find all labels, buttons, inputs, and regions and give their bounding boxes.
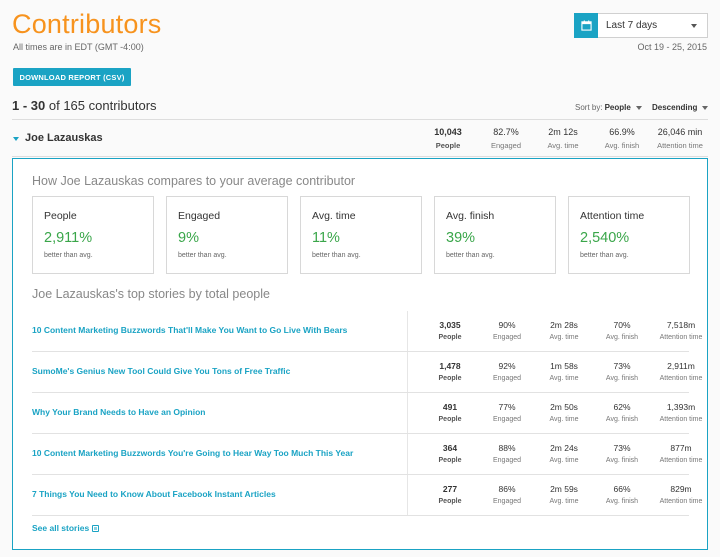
story-row[interactable]: SumoMe's Genius New Tool Could Give You … xyxy=(32,352,702,393)
sort-by-label: Sort by: xyxy=(575,103,603,112)
story-row[interactable]: 10 Content Marketing Buzzwords That'll M… xyxy=(32,311,702,352)
divider xyxy=(407,352,408,392)
count-text: of 165 contributors xyxy=(48,98,157,113)
divider xyxy=(407,434,408,474)
contributor-name[interactable]: Joe Lazauskas xyxy=(25,132,103,144)
chevron-down-icon xyxy=(691,23,697,28)
contributor-stat-avg-finish: 66.9% Avg. finish xyxy=(604,127,640,150)
contributor-stat-people: 10,043 People xyxy=(434,127,462,150)
compare-card-avg-finish: Avg. finish 39% better than avg. xyxy=(434,196,556,274)
story-stat-avg-finish: 73% Avg. finish xyxy=(605,361,639,382)
divider xyxy=(32,392,689,393)
story-stat-people: 1,478 People xyxy=(438,361,462,382)
divider xyxy=(32,474,689,475)
contributor-stat-avg-time: 2m 12s Avg. time xyxy=(547,127,579,150)
story-title-link[interactable]: 7 Things You Need to Know About Facebook… xyxy=(32,489,276,499)
story-stat-people: 364 People xyxy=(438,443,462,464)
sort-by-value: People xyxy=(604,103,631,112)
compare-heading: How Joe Lazauskas compares to your avera… xyxy=(32,174,356,188)
date-range-label: Last 7 days xyxy=(606,20,658,31)
story-stat-attention: 1,393m Attention time xyxy=(659,402,703,423)
story-title-link[interactable]: 10 Content Marketing Buzzwords That'll M… xyxy=(32,325,348,335)
story-row[interactable]: 7 Things You Need to Know About Facebook… xyxy=(32,475,702,516)
divider xyxy=(32,351,689,352)
story-stat-people: 3,035 People xyxy=(438,320,462,341)
contributor-row[interactable]: Joe Lazauskas 10,043 People 82.7% Engaged … xyxy=(12,121,708,156)
sort-by-select[interactable]: Sort by: People xyxy=(575,103,642,112)
story-stat-avg-time: 2m 28s Avg. time xyxy=(549,320,579,341)
see-all-stories-label: See all stories xyxy=(32,523,90,533)
contributor-detail-panel: How Joe Lazauskas compares to your avera… xyxy=(12,158,708,550)
compare-card-engaged: Engaged 9% better than avg. xyxy=(166,196,288,274)
chevron-down-icon xyxy=(702,105,709,110)
compare-card-people: People 2,911% better than avg. xyxy=(32,196,154,274)
story-stat-engaged: 88% Engaged xyxy=(492,443,522,464)
story-row[interactable]: 10 Content Marketing Buzzwords You're Go… xyxy=(32,434,702,475)
divider xyxy=(12,156,708,157)
divider xyxy=(407,311,408,351)
stories-heading: Joe Lazauskas's top stories by total peo… xyxy=(32,287,270,301)
chevron-down-icon xyxy=(635,105,642,110)
story-row[interactable]: Why Your Brand Needs to Have an Opinion 4… xyxy=(32,393,702,434)
story-stat-engaged: 90% Engaged xyxy=(492,320,522,341)
story-stat-avg-finish: 73% Avg. finish xyxy=(605,443,639,464)
date-range-text: Oct 19 - 25, 2015 xyxy=(637,42,707,52)
divider xyxy=(12,119,708,120)
story-stat-engaged: 77% Engaged xyxy=(492,402,522,423)
story-stat-attention: 2,911m Attention time xyxy=(659,361,703,382)
story-title-link[interactable]: Why Your Brand Needs to Have an Opinion xyxy=(32,407,206,417)
compare-card-avg-time: Avg. time 11% better than avg. xyxy=(300,196,422,274)
divider xyxy=(407,475,408,515)
timezone-note: All times are in EDT (GMT -4:00) xyxy=(13,42,144,52)
count-range: 1 - 30 xyxy=(12,98,46,113)
story-stat-avg-time: 2m 50s Avg. time xyxy=(549,402,579,423)
divider xyxy=(32,515,689,516)
story-stat-attention: 829m Attention time xyxy=(659,484,703,505)
compare-card-attention: Attention time 2,540% better than avg. xyxy=(568,196,690,274)
expand-caret-icon[interactable] xyxy=(13,137,19,141)
divider xyxy=(407,393,408,433)
divider xyxy=(32,433,689,434)
story-stat-attention: 877m Attention time xyxy=(659,443,703,464)
story-stat-people: 491 People xyxy=(438,402,462,423)
story-stat-avg-finish: 70% Avg. finish xyxy=(605,320,639,341)
contributor-stat-engaged: 82.7% Engaged xyxy=(490,127,522,150)
story-stat-attention: 7,518m Attention time xyxy=(659,320,703,341)
story-stat-avg-finish: 62% Avg. finish xyxy=(605,402,639,423)
date-range-select[interactable]: Last 7 days xyxy=(574,12,708,38)
story-stat-avg-time: 1m 58s Avg. time xyxy=(549,361,579,382)
download-report-button[interactable]: DOWNLOAD REPORT (CSV) xyxy=(13,68,131,86)
contributor-stat-attention: 26,046 min Attention time xyxy=(657,127,703,150)
story-stat-avg-time: 2m 24s Avg. time xyxy=(549,443,579,464)
story-stat-engaged: 92% Engaged xyxy=(492,361,522,382)
story-stat-avg-time: 2m 59s Avg. time xyxy=(549,484,579,505)
story-title-link[interactable]: 10 Content Marketing Buzzwords You're Go… xyxy=(32,448,354,458)
calendar-icon xyxy=(574,12,598,38)
contributor-count: 1 - 30 of 165 contributors xyxy=(12,98,157,113)
story-title-link[interactable]: SumoMe's Genius New Tool Could Give You … xyxy=(32,366,291,376)
sort-order-value: Descending xyxy=(652,103,698,112)
page-title: Contributors xyxy=(12,9,162,39)
see-all-stories-link[interactable]: See all stories xyxy=(32,523,100,533)
story-stat-avg-finish: 66% Avg. finish xyxy=(605,484,639,505)
external-link-icon xyxy=(92,524,100,532)
sort-order-select[interactable]: Descending xyxy=(652,103,709,112)
story-stat-engaged: 86% Engaged xyxy=(492,484,522,505)
story-stat-people: 277 People xyxy=(438,484,462,505)
